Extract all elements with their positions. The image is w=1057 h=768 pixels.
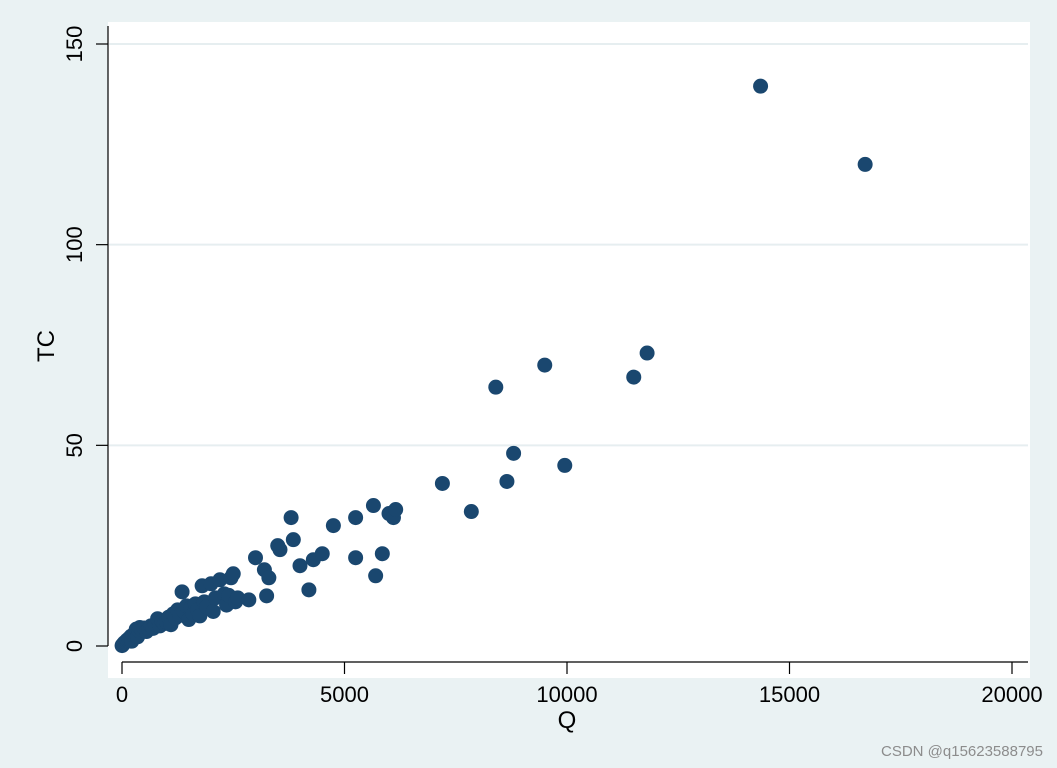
y-tick-label: 0 [62, 640, 87, 652]
data-point [241, 592, 257, 608]
data-point [537, 357, 553, 373]
data-point [261, 570, 277, 586]
x-tick-label: 5000 [320, 682, 369, 707]
data-point [499, 473, 515, 489]
data-point [639, 345, 655, 361]
data-point [488, 379, 504, 395]
x-tick-label: 10000 [536, 682, 597, 707]
data-point [463, 504, 479, 520]
data-point [225, 566, 241, 582]
data-point [230, 590, 246, 606]
x-tick-label: 20000 [981, 682, 1042, 707]
data-point [348, 550, 364, 566]
data-point [348, 510, 364, 526]
data-point [272, 542, 288, 558]
data-point [285, 532, 301, 548]
data-point [174, 584, 190, 600]
y-tick-label: 50 [62, 433, 87, 457]
data-point [325, 518, 341, 534]
x-tick-label: 0 [116, 682, 128, 707]
gridlines [109, 43, 1028, 447]
data-point [292, 558, 308, 574]
plot-background [108, 22, 1030, 678]
data-point [205, 603, 221, 619]
data-point [212, 572, 228, 588]
data-point [259, 588, 275, 604]
data-point [368, 568, 384, 584]
data-point [314, 546, 330, 562]
y-axis-title: TC [33, 330, 60, 362]
watermark: CSDN @q15623588795 [880, 743, 1043, 760]
x-tick-label: 15000 [759, 682, 820, 707]
data-point [388, 502, 404, 518]
data-point [434, 475, 450, 491]
x-axis-title: Q [558, 707, 577, 734]
data-point [506, 445, 522, 461]
y-tick-label: 100 [62, 226, 87, 263]
data-point [283, 510, 299, 526]
y-tick-label: 150 [62, 26, 87, 63]
data-points [114, 78, 873, 654]
data-point [557, 457, 573, 473]
data-point [365, 498, 381, 514]
data-point [753, 78, 769, 94]
data-point [374, 546, 390, 562]
axes: 0 50 100 150 0 5000 10000 15000 20000 [62, 26, 1043, 707]
data-point [248, 550, 263, 566]
data-point [857, 156, 873, 172]
data-point [626, 369, 642, 385]
data-point [301, 582, 317, 598]
